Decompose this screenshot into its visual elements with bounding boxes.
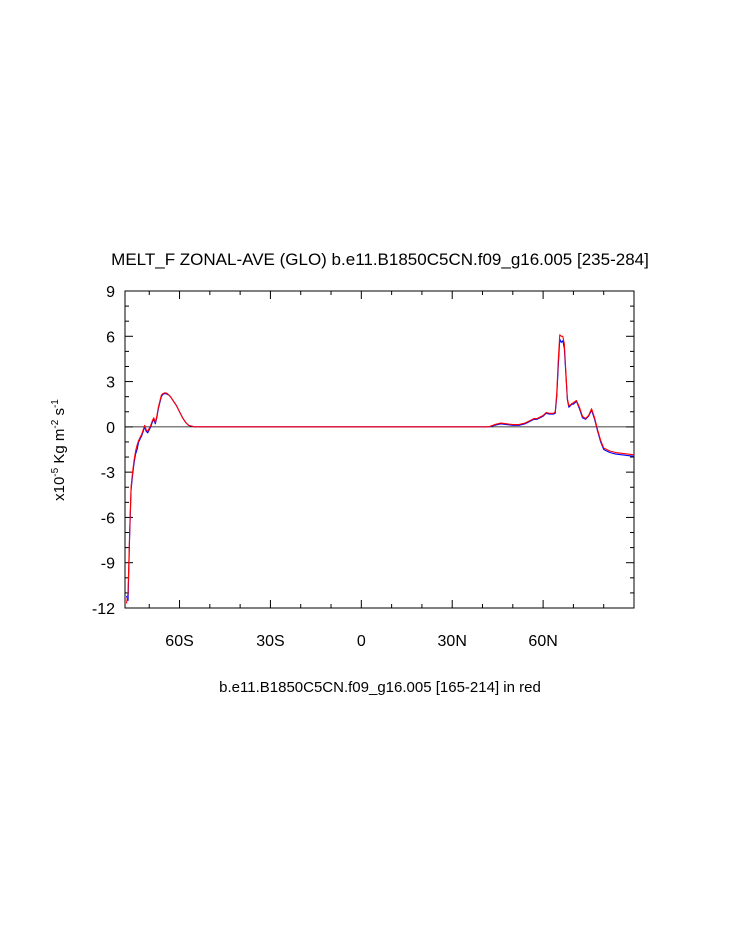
x-tick-label: 30S — [256, 633, 284, 650]
plot-frame — [124, 290, 635, 609]
y-tick-label: 3 — [106, 375, 115, 392]
y-tick-label: -6 — [101, 510, 115, 527]
y-tick-label: 6 — [106, 329, 115, 346]
series-group — [125, 334, 635, 604]
y-axis-label-exp2: -2 — [50, 419, 61, 428]
x-tick-label: 60S — [165, 633, 193, 650]
y-tick-label: 0 — [106, 420, 115, 437]
y-tick-label: -9 — [101, 556, 115, 573]
x-tick-label: 60N — [528, 633, 557, 650]
y-axis-label-exp3: -1 — [50, 399, 61, 408]
axis-ticks — [125, 290, 634, 609]
y-axis-label-mid1: Kg m — [51, 429, 68, 468]
y-axis-label-mid2: s — [51, 408, 68, 420]
chart-title: MELT_F ZONAL-AVE (GLO) b.e11.B1850C5CN.f… — [111, 250, 649, 269]
series-line-1 — [125, 334, 635, 604]
x-tick-label: 30N — [438, 633, 467, 650]
y-axis-label-base: x10 — [51, 477, 68, 501]
y-tick-label: -12 — [92, 601, 115, 618]
plot-area: 9 6 3 0 -3 -6 -9 -12 60S 30S 0 30N 60N — [92, 284, 635, 650]
y-tick-label: -3 — [101, 465, 115, 482]
x-tick-label: 0 — [357, 633, 366, 650]
tick-labels: 9 6 3 0 -3 -6 -9 -12 60S 30S 0 30N 60N — [92, 284, 558, 650]
x-axis-label: b.e11.B1850C5CN.f09_g16.005 [165-214] in… — [219, 679, 541, 696]
y-tick-label: 9 — [106, 284, 115, 301]
y-axis-label: x10-5 Kg m-2 s-1 — [50, 399, 68, 501]
y-axis-label-exp1: -5 — [50, 467, 61, 476]
